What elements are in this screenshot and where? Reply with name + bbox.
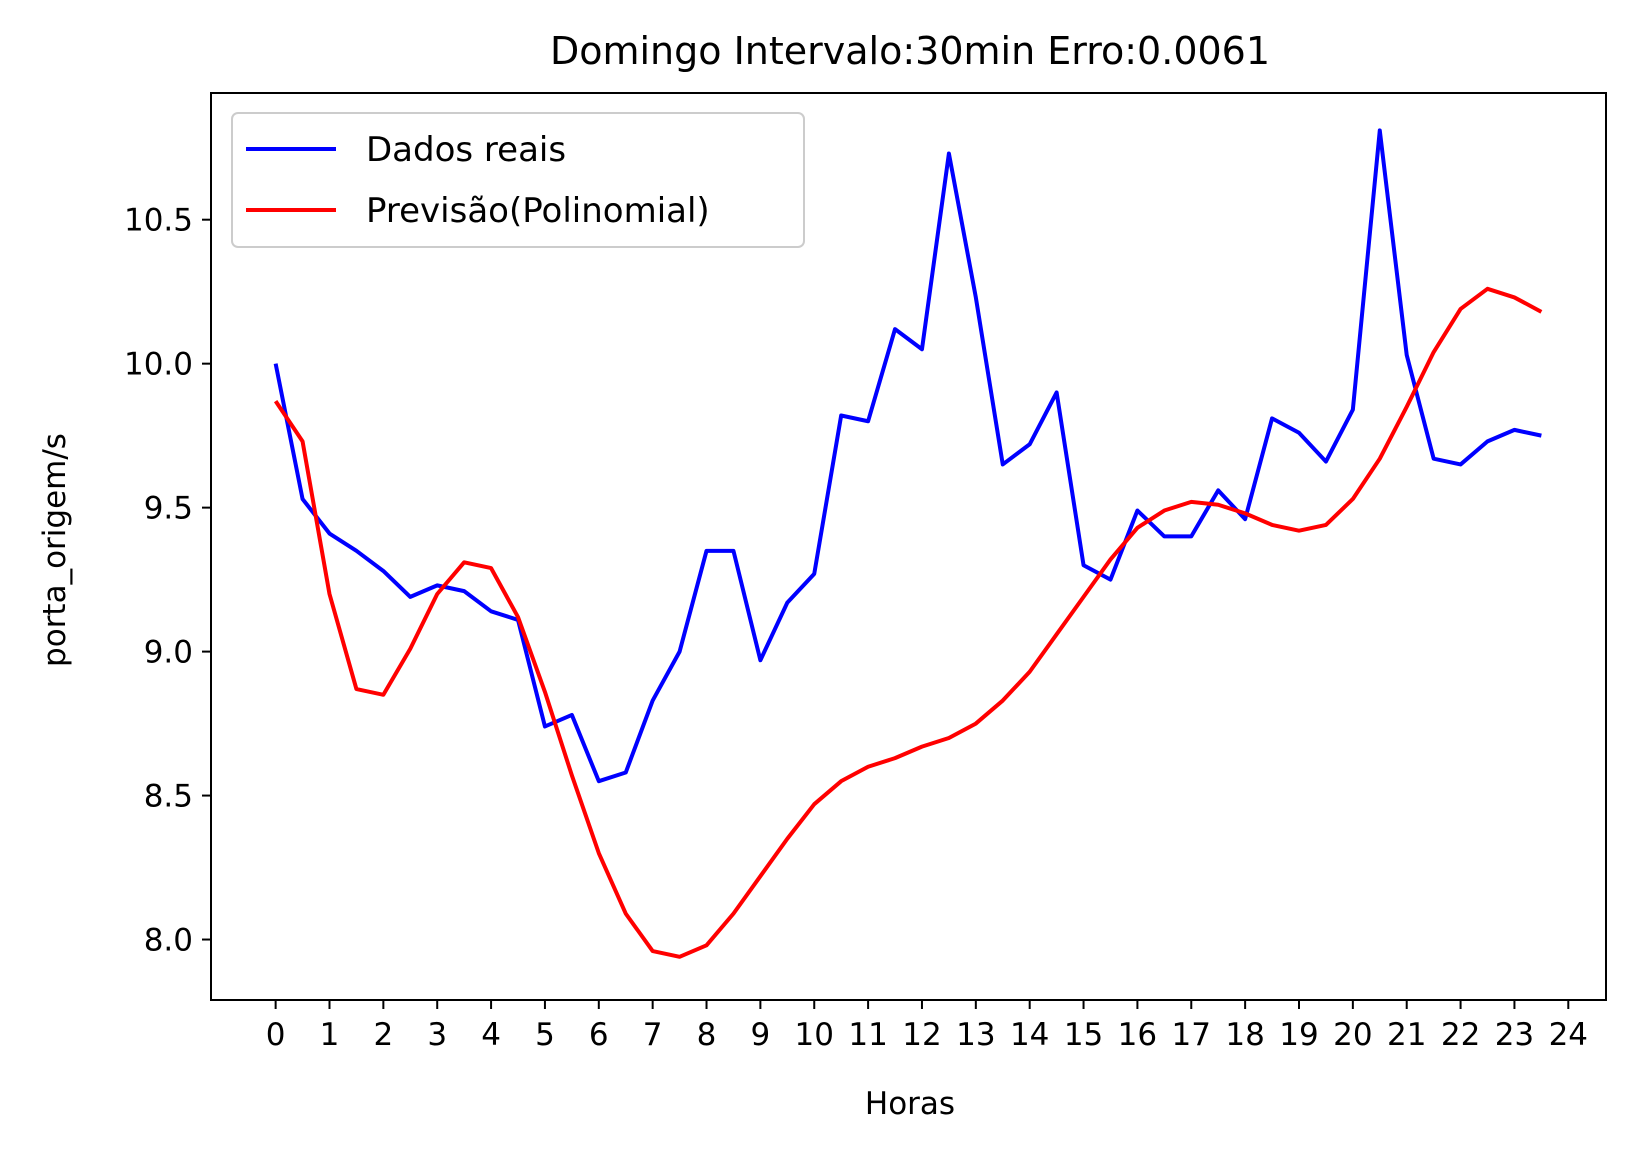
x-tick-label: 17 [1172,1017,1211,1053]
x-tick-label: 8 [697,1017,717,1053]
y-axis-label: porta_origem/s [37,433,73,667]
x-tick-label: 0 [266,1017,286,1053]
x-tick-label: 20 [1333,1017,1372,1053]
x-tick-label: 13 [956,1017,995,1053]
y-tick-label: 8.0 [144,923,193,959]
x-tick-label: 21 [1387,1017,1426,1053]
x-axis-ticks: 0 1 2 3 4 5 6 7 8 9 10 11 12 13 14 15 16 17 18 19 20 21 22 23 24 [266,1000,1588,1053]
x-tick-label: 4 [481,1017,501,1053]
series-line-previsao [273,286,1543,959]
legend: Dados reais Previsão(Polinomial) [231,112,805,248]
x-tick-label: 19 [1279,1017,1318,1053]
x-tick-label: 5 [535,1017,555,1053]
y-tick-label: 10.5 [124,203,193,239]
y-tick-label: 8.5 [144,779,193,815]
x-tick-label: 3 [427,1017,447,1053]
y-axis-ticks: 8.0 8.5 9.0 9.5 10.0 10.5 [124,203,211,959]
x-tick-label: 1 [320,1017,340,1053]
legend-box [231,112,805,248]
x-tick-label: 24 [1549,1017,1588,1053]
x-tick-label: 2 [373,1017,393,1053]
x-tick-label: 15 [1064,1017,1103,1053]
chart-title: Domingo Intervalo:30min Erro:0.0061 [550,29,1270,73]
x-axis-label: Horas [865,1086,955,1122]
x-tick-label: 9 [751,1017,771,1053]
x-tick-label: 7 [643,1017,663,1053]
x-tick-label: 22 [1441,1017,1480,1053]
x-tick-label: 12 [902,1017,941,1053]
x-tick-label: 18 [1225,1017,1264,1053]
legend-label-dados-reais: Dados reais [366,130,566,170]
plot-area-frame [210,92,1607,1001]
x-tick-label: 11 [848,1017,887,1053]
series-line-dados-reais [273,128,1542,784]
x-tick-label: 16 [1118,1017,1157,1053]
legend-label-previsao: Previsão(Polinomial) [366,191,710,231]
y-tick-label: 10.0 [124,347,193,383]
x-tick-label: 14 [1010,1017,1049,1053]
x-tick-label: 10 [795,1017,834,1053]
y-tick-label: 9.0 [144,635,193,671]
y-tick-label: 9.5 [144,491,193,527]
x-tick-label: 23 [1495,1017,1534,1053]
x-tick-label: 6 [589,1017,609,1053]
plot-lines [273,128,1543,959]
